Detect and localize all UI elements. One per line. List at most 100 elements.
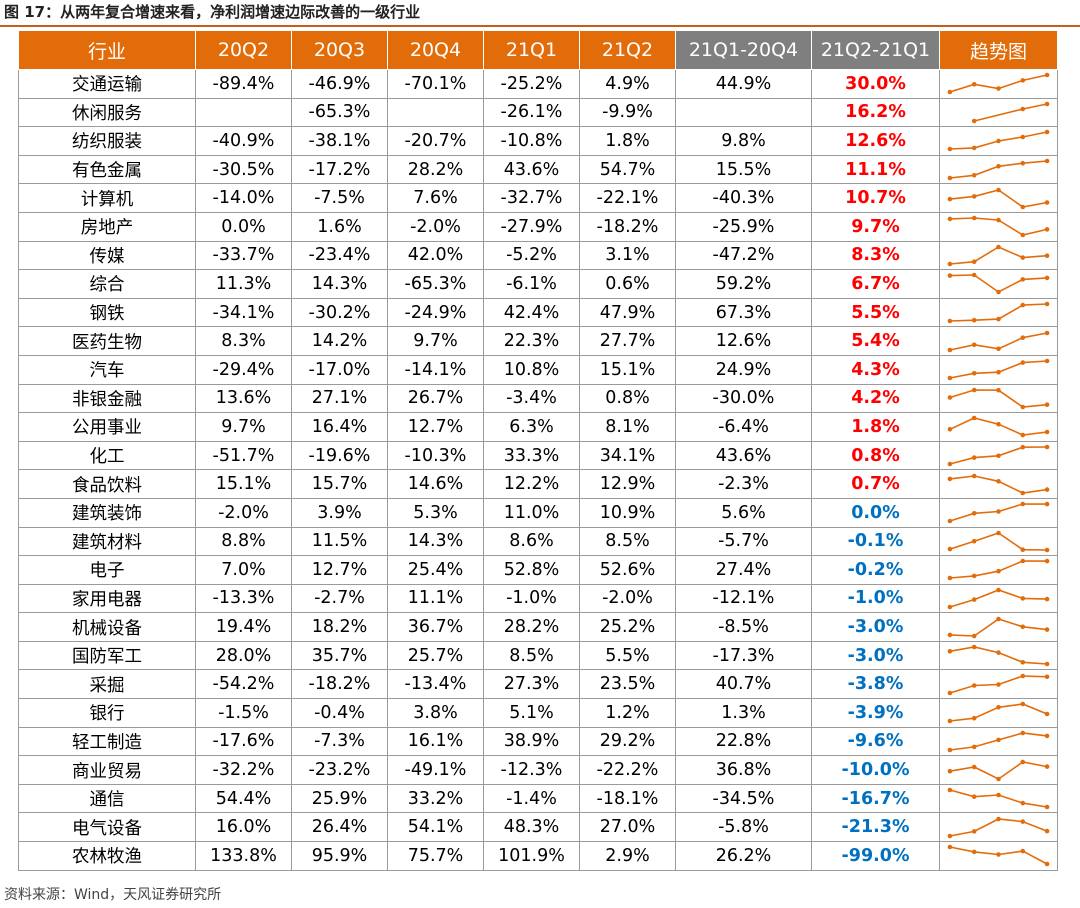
table-row: 汽车 -29.4% -17.0% -14.1% 10.8% 15.1% 24.9% 4.3%	[18, 354, 1058, 385]
sparkline-point	[1044, 559, 1050, 564]
trend-sparkline-cell	[939, 69, 1058, 99]
change-21q1-vs-20q4-cell: -5.8%	[675, 812, 812, 843]
sparkline-point	[1044, 596, 1050, 602]
value-21q2-cell: 12.9%	[579, 469, 676, 499]
table-row: 计算机 -14.0% -7.5% 7.6% -32.7% -22.1% -40.3% 10.7…	[18, 183, 1058, 213]
value-21q1-cell: -1.4%	[483, 783, 580, 814]
trend-sparkline-cell	[939, 383, 1058, 414]
value-20q2-cell	[195, 97, 292, 128]
industry-name-cell: 电子	[18, 555, 196, 585]
change-21q1-vs-20q4-cell: -2.3%	[675, 469, 812, 499]
change-21q1-vs-20q4-cell: -47.2%	[675, 240, 812, 271]
sparkline-point	[1044, 402, 1050, 407]
value-20q2-cell: -1.5%	[195, 698, 292, 728]
table-row: 农林牧渔 133.8% 95.9% 75.7% 101.9% 2.9% 26.2% -99.0…	[18, 841, 1058, 871]
value-20q4-cell: -13.4%	[387, 669, 484, 700]
value-20q2-cell: -89.4%	[195, 69, 292, 99]
sparkline-point	[1020, 819, 1026, 824]
sparkline-point	[1044, 358, 1050, 364]
col-header-21q2-minus-21q1: 21Q2-21Q1	[811, 30, 940, 70]
value-21q1-cell: -25.2%	[483, 69, 580, 99]
value-20q4-cell	[387, 97, 484, 128]
value-20q4-cell: -49.1%	[387, 755, 484, 785]
trend-sparkline-cell	[939, 497, 1058, 528]
industry-name-cell: 建筑材料	[18, 526, 196, 557]
table-row: 家用电器 -13.3% -2.7% 11.1% -1.0% -2.0% -12.1% -1.0…	[18, 583, 1058, 614]
value-20q3-cell: 15.7%	[291, 469, 388, 499]
value-20q3-cell: -23.2%	[291, 755, 388, 785]
industry-name-cell: 电气设备	[18, 812, 196, 843]
change-21q1-vs-20q4-cell: -5.7%	[675, 526, 812, 557]
sparkline-point	[971, 644, 977, 650]
value-20q3-cell: 95.9%	[291, 841, 388, 871]
industry-name-cell: 有色金属	[18, 154, 196, 185]
value-21q2-cell: -22.1%	[579, 183, 676, 213]
table-row: 交通运输 -89.4% -46.9% -70.1% -25.2% 4.9% 44.9% 30.…	[18, 69, 1058, 99]
value-20q4-cell: 26.7%	[387, 383, 484, 414]
change-21q1-vs-20q4-cell: 40.7%	[675, 669, 812, 700]
value-20q3-cell: -30.2%	[291, 297, 388, 328]
trend-sparkline	[947, 530, 1050, 553]
trend-sparkline-cell	[939, 269, 1058, 299]
sparkline-point	[1044, 330, 1050, 335]
industry-name-cell: 银行	[18, 698, 196, 728]
sparkline-point	[1044, 130, 1050, 135]
value-20q2-cell: -17.6%	[195, 726, 292, 757]
value-20q3-cell: 14.3%	[291, 269, 388, 299]
sparkline-point	[996, 218, 1001, 223]
sparkline-line	[949, 789, 1048, 808]
change-21q1-vs-20q4-cell: -34.5%	[675, 783, 812, 814]
value-21q1-cell: 8.5%	[483, 640, 580, 671]
industry-name-cell: 综合	[18, 269, 196, 299]
change-21q2-vs-21q1-cell: 4.2%	[811, 383, 940, 414]
value-21q1-cell: 48.3%	[483, 812, 580, 843]
value-20q4-cell: 33.2%	[387, 783, 484, 814]
sparkline-point	[1044, 712, 1050, 717]
sparkline-point	[996, 737, 1001, 743]
sparkline-point	[1020, 106, 1026, 112]
sparkline-point	[971, 597, 977, 602]
sparkline-point	[971, 682, 977, 688]
trend-sparkline-cell	[939, 612, 1058, 642]
value-21q1-cell: 52.8%	[483, 555, 580, 585]
trend-sparkline	[947, 587, 1050, 610]
sparkline-point	[1044, 804, 1050, 810]
value-20q2-cell: -40.9%	[195, 126, 292, 156]
sparkline-point	[971, 473, 977, 478]
sparkline-line	[949, 474, 1048, 494]
value-20q4-cell: -10.3%	[387, 440, 484, 471]
sparkline-line	[949, 646, 1048, 665]
trend-sparkline-cell	[939, 183, 1058, 213]
change-21q2-vs-21q1-cell: -21.3%	[811, 812, 940, 843]
sparkline-point	[1020, 255, 1026, 260]
sparkline-point	[971, 273, 977, 278]
trend-sparkline	[947, 816, 1050, 839]
table-row: 纺织服装 -40.9% -38.1% -20.7% -10.8% 1.8% 9.8% 12.6…	[18, 126, 1058, 156]
value-20q3-cell: 11.5%	[291, 526, 388, 557]
trend-sparkline-cell	[939, 555, 1058, 585]
industry-name-cell: 交通运输	[18, 69, 196, 99]
trend-sparkline	[947, 473, 1050, 495]
value-20q3-cell: -23.4%	[291, 240, 388, 271]
value-21q2-cell: 27.0%	[579, 812, 676, 843]
sparkline-point	[996, 387, 1001, 393]
sparkline-point	[971, 744, 977, 750]
table-row: 综合 11.3% 14.3% -65.3% -6.1% 0.6% 59.2% 6.7%	[18, 269, 1058, 299]
value-21q2-cell: 34.1%	[579, 440, 676, 471]
change-21q2-vs-21q1-cell: -99.0%	[811, 841, 940, 871]
trend-sparkline-cell	[939, 469, 1058, 499]
value-20q3-cell: 18.2%	[291, 612, 388, 642]
industry-name-cell: 传媒	[18, 240, 196, 271]
trend-sparkline	[947, 215, 1050, 238]
col-header-industry: 行业	[18, 30, 196, 70]
sparkline-point	[1020, 160, 1026, 166]
sparkline-point	[947, 787, 953, 793]
change-21q1-vs-20q4-cell: 43.6%	[675, 440, 812, 471]
value-20q3-cell: -2.7%	[291, 583, 388, 614]
sparkline-point	[996, 509, 1001, 515]
sparkline-point	[996, 290, 1001, 295]
value-20q3-cell: 3.9%	[291, 497, 388, 528]
industry-name-cell: 采掘	[18, 669, 196, 700]
sparkline-point	[1020, 559, 1026, 564]
change-21q1-vs-20q4-cell: -25.9%	[675, 211, 812, 242]
